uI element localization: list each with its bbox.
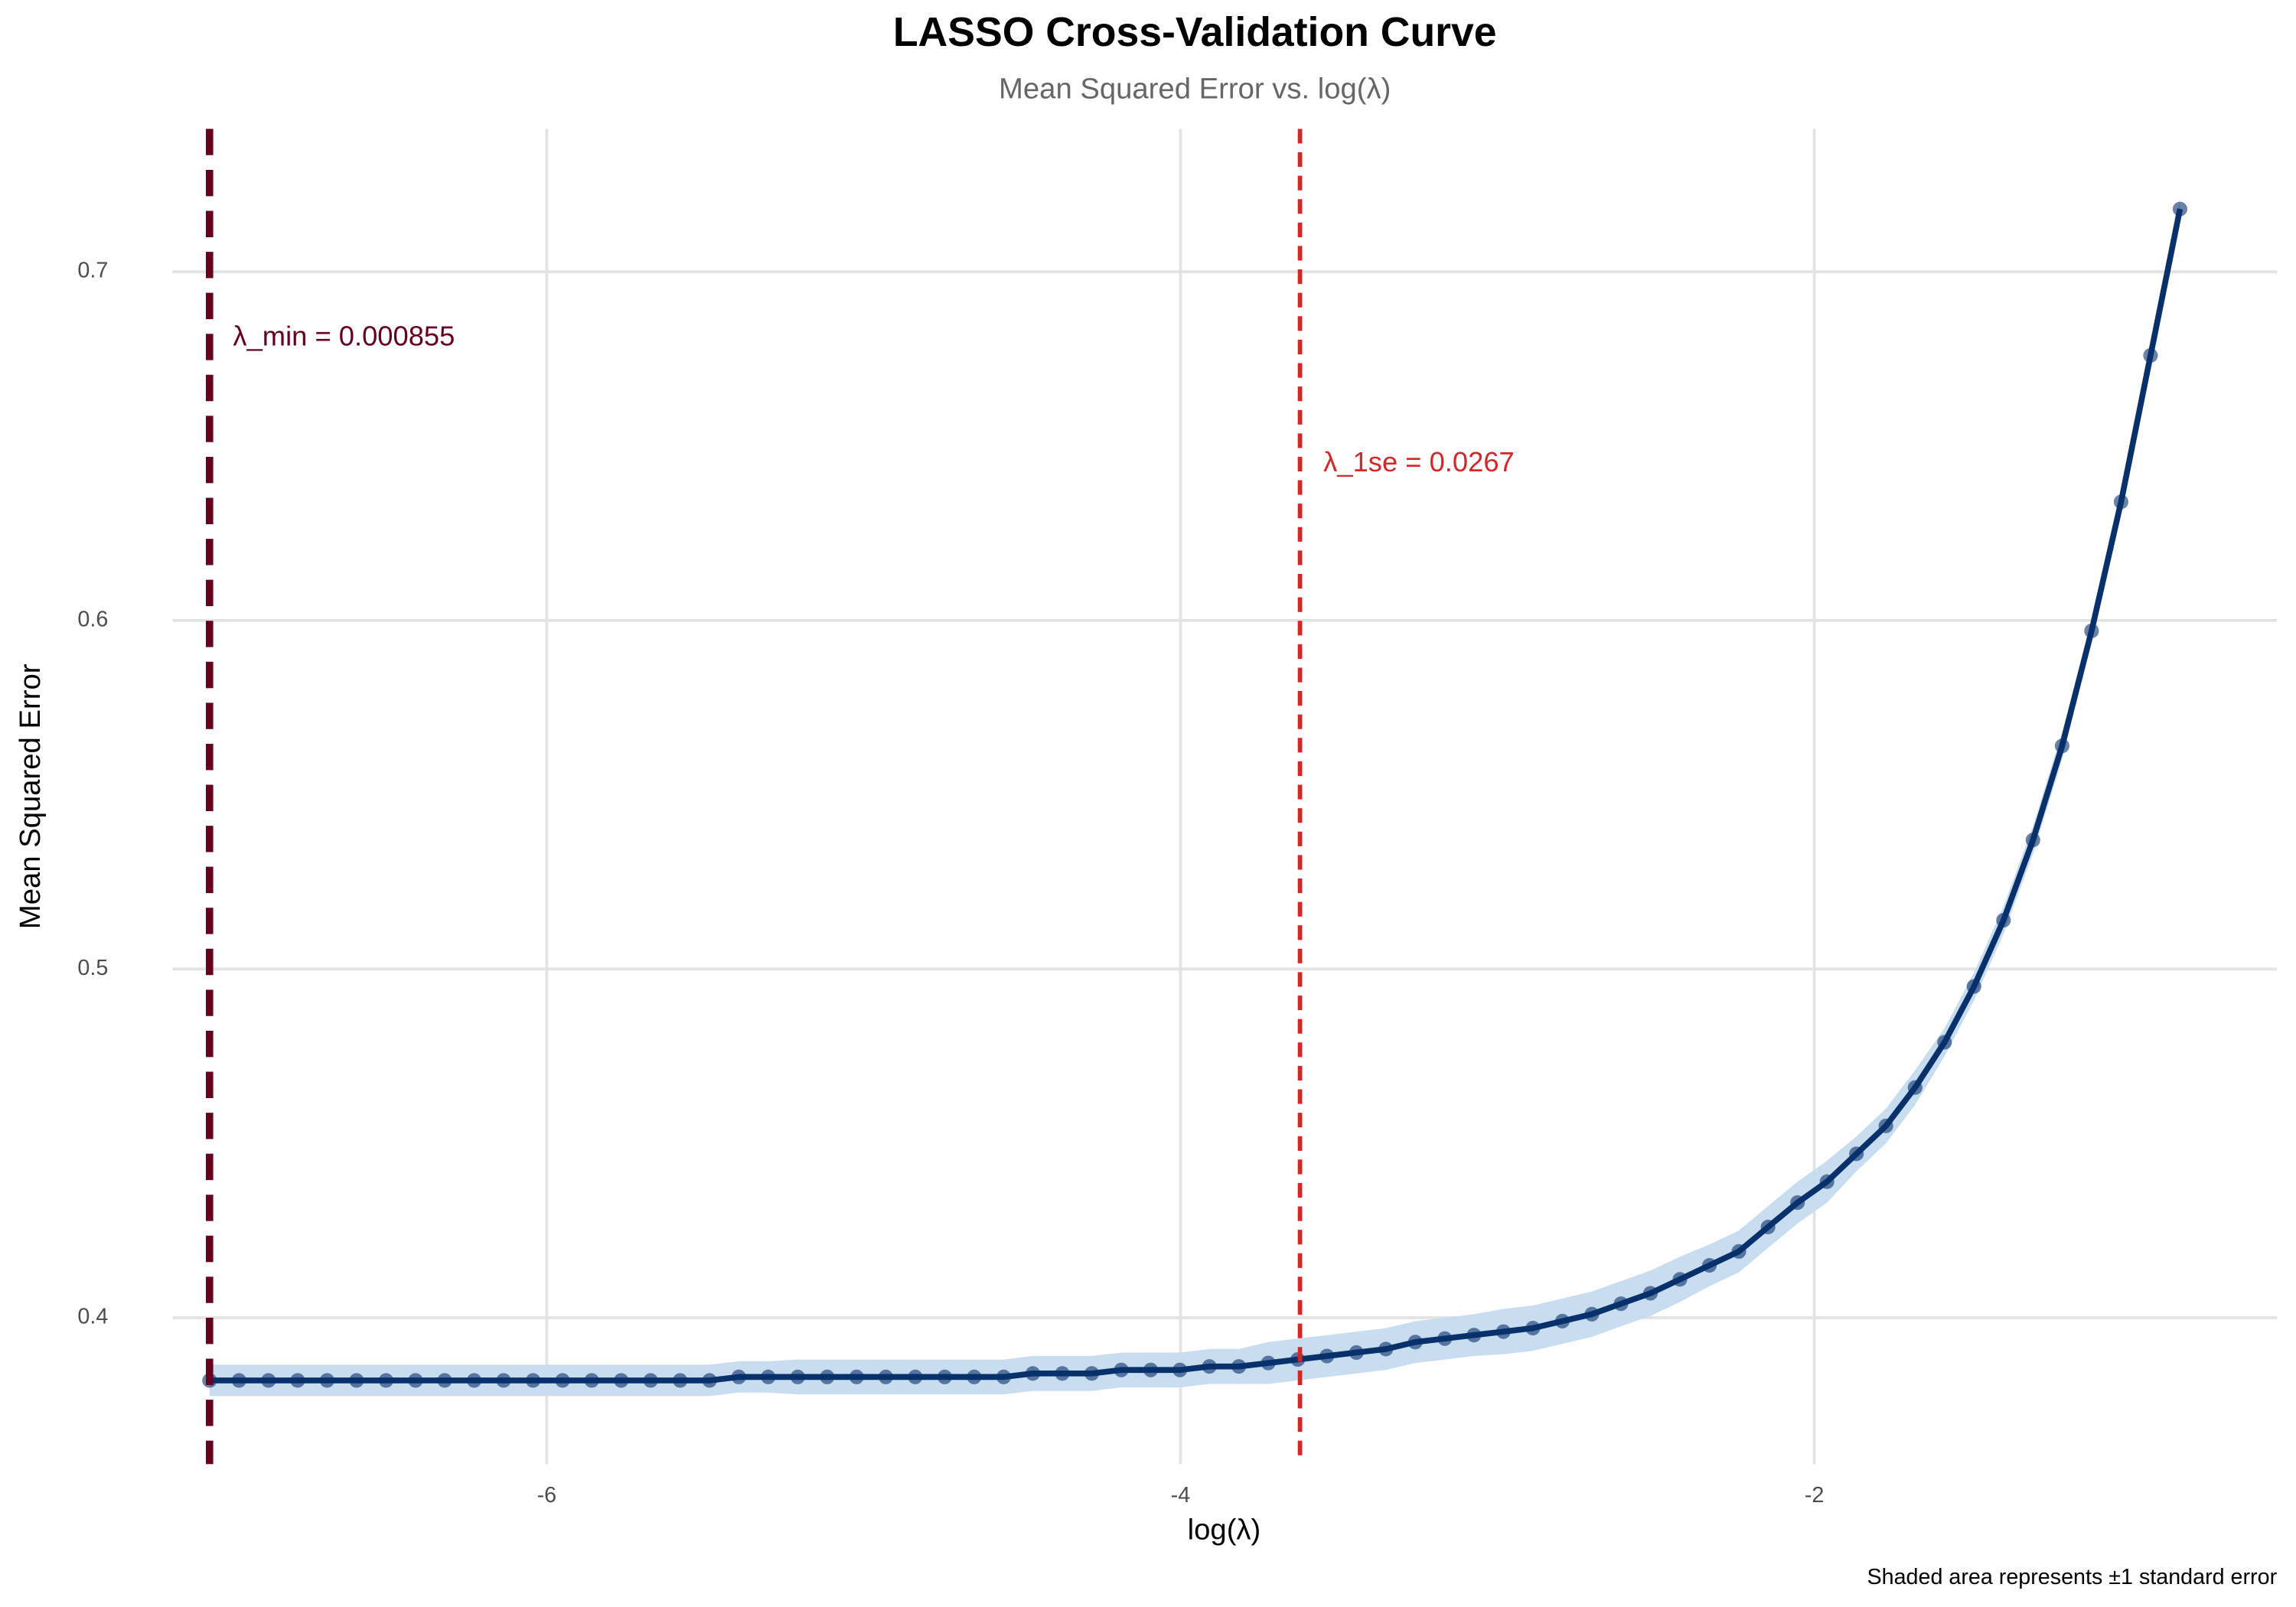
chart-subtitle: Mean Squared Error vs. log(λ): [999, 73, 1391, 106]
point: [673, 1373, 688, 1388]
point: [1495, 1324, 1511, 1339]
point: [1760, 1219, 1776, 1235]
point: [1025, 1366, 1041, 1381]
caption: Shaded area represents ±1 standard error: [1867, 1565, 2278, 1589]
point: [1437, 1331, 1453, 1346]
error-band: [209, 198, 2180, 1397]
point: [1672, 1272, 1688, 1287]
point: [1319, 1348, 1335, 1364]
point: [555, 1373, 570, 1388]
point: [1231, 1359, 1247, 1374]
point: [525, 1373, 541, 1388]
point: [967, 1369, 982, 1384]
chart-title: LASSO Cross-Validation Curve: [893, 10, 1497, 55]
point: [1261, 1355, 1276, 1371]
point: [408, 1373, 423, 1388]
line: [209, 208, 2183, 1384]
x-axis-label: log(λ): [1188, 1513, 1261, 1546]
point: [1349, 1345, 1364, 1361]
point: [1584, 1306, 1600, 1322]
point: [1084, 1366, 1100, 1381]
point: [1290, 1352, 1306, 1367]
reference-label: λ_min = 0.000855: [233, 321, 455, 352]
point: [1996, 912, 2011, 928]
y-tick-label: 0.6: [77, 607, 108, 631]
point: [790, 1369, 805, 1384]
point: [1143, 1362, 1159, 1377]
point: [2172, 201, 2187, 217]
point: [1701, 1258, 1717, 1273]
y-tick-label: 0.7: [77, 259, 108, 283]
reference-label: λ_1se = 0.0267: [1323, 446, 1515, 478]
point: [1790, 1195, 1805, 1211]
point: [349, 1373, 364, 1388]
point: [584, 1373, 599, 1388]
point: [996, 1369, 1011, 1384]
point: [1642, 1286, 1658, 1301]
point: [1172, 1362, 1188, 1377]
point: [261, 1373, 276, 1388]
point: [2143, 347, 2158, 363]
point: [496, 1373, 511, 1388]
point: [437, 1373, 452, 1388]
point: [290, 1373, 305, 1388]
y-axis-label: Mean Squared Error: [14, 663, 47, 929]
point: [1878, 1118, 1893, 1133]
point: [1819, 1174, 1835, 1189]
point: [1731, 1244, 1746, 1259]
point: [1554, 1313, 1570, 1329]
point: [2025, 833, 2040, 848]
point: [231, 1373, 246, 1388]
point: [849, 1369, 864, 1384]
x-tick-label: -6: [537, 1483, 557, 1508]
point: [2084, 623, 2099, 638]
point: [1466, 1328, 1482, 1343]
x-tick-label: -2: [1805, 1483, 1825, 1508]
point: [643, 1373, 658, 1388]
point: [614, 1373, 629, 1388]
point: [937, 1369, 952, 1384]
y-tick-label: 0.5: [77, 956, 108, 980]
point: [1849, 1146, 1864, 1162]
point: [319, 1373, 334, 1388]
point: [1114, 1362, 1129, 1377]
point: [1907, 1080, 1923, 1095]
point: [1613, 1296, 1629, 1312]
point: [820, 1369, 835, 1384]
point: [1407, 1335, 1423, 1350]
point: [466, 1373, 482, 1388]
point: [761, 1369, 776, 1384]
point: [2054, 738, 2069, 754]
point: [1055, 1366, 1070, 1381]
point: [1937, 1035, 1952, 1050]
x-tick-label: -4: [1171, 1483, 1191, 1508]
point: [908, 1369, 923, 1384]
y-tick-label: 0.4: [77, 1304, 108, 1328]
point: [702, 1373, 717, 1388]
point: [731, 1369, 746, 1384]
point: [1202, 1359, 1217, 1374]
point: [378, 1373, 393, 1388]
point: [1525, 1321, 1541, 1336]
point: [2113, 494, 2128, 510]
point: [878, 1369, 893, 1384]
point: [1378, 1341, 1394, 1357]
point: [1966, 979, 1981, 994]
